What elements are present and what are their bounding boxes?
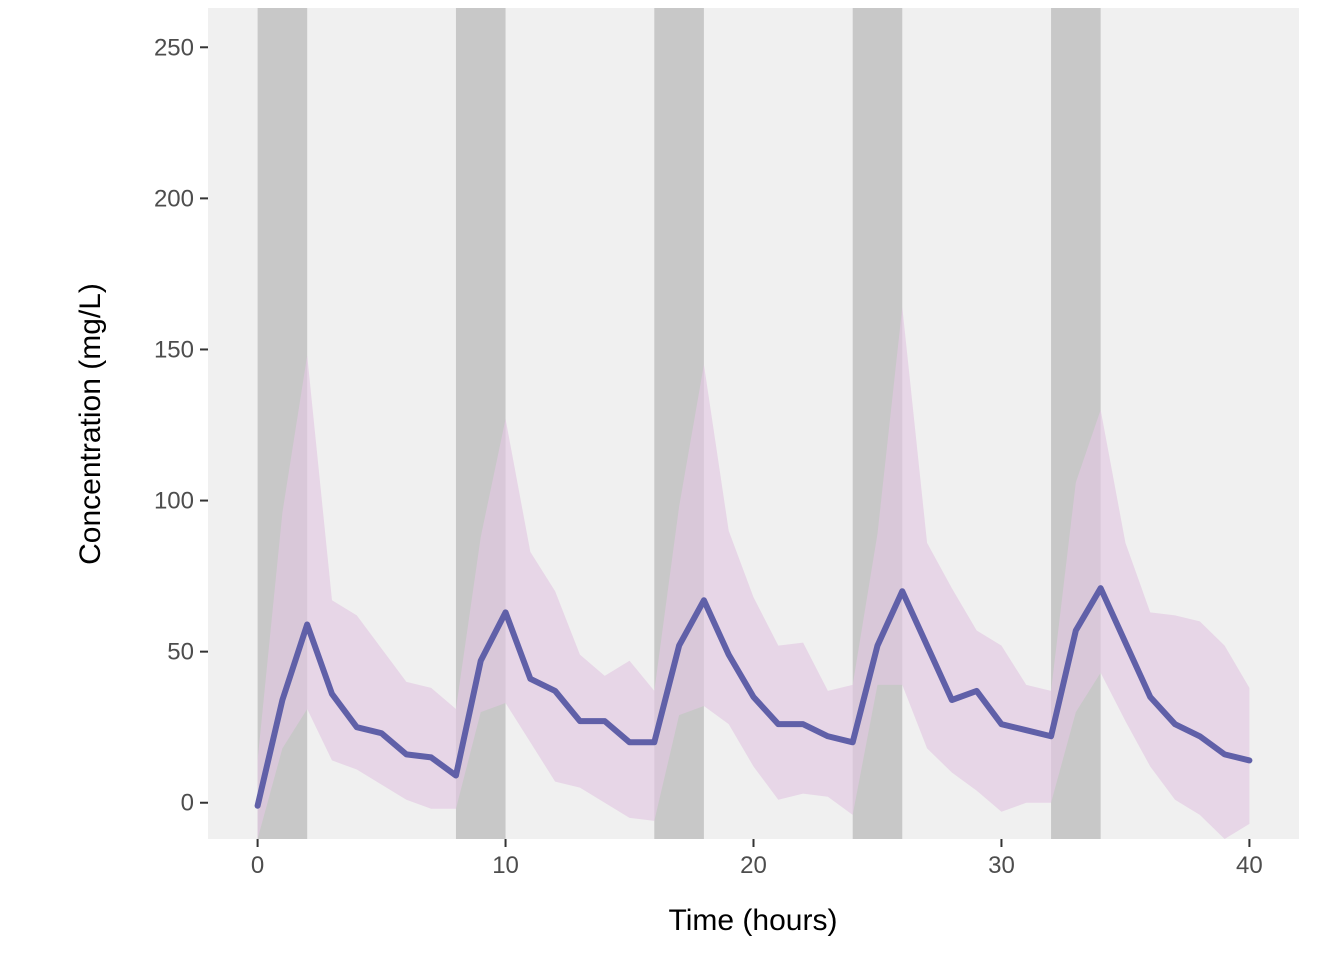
y-tick-label: 0 bbox=[181, 790, 194, 817]
x-tick-label: 40 bbox=[1236, 852, 1263, 879]
y-tick-label: 250 bbox=[154, 34, 194, 61]
x-axis: 0 10 20 30 40 bbox=[251, 839, 1263, 879]
x-tick-label: 30 bbox=[988, 852, 1015, 879]
x-tick-label: 0 bbox=[251, 852, 264, 879]
y-axis-title: Concentration (mg/L) bbox=[74, 283, 107, 565]
x-axis-title: Time (hours) bbox=[669, 904, 838, 937]
y-tick-label: 100 bbox=[154, 488, 194, 515]
y-tick-label: 150 bbox=[154, 336, 194, 363]
confidence-ribbon bbox=[257, 307, 1250, 839]
y-tick-label: 50 bbox=[167, 639, 194, 666]
x-tick-label: 20 bbox=[740, 852, 767, 879]
y-tick-label: 200 bbox=[154, 185, 194, 212]
y-axis: 0 50 100 150 200 250 bbox=[154, 34, 208, 817]
x-tick-label: 10 bbox=[492, 852, 519, 879]
median-line bbox=[254, 585, 1253, 809]
